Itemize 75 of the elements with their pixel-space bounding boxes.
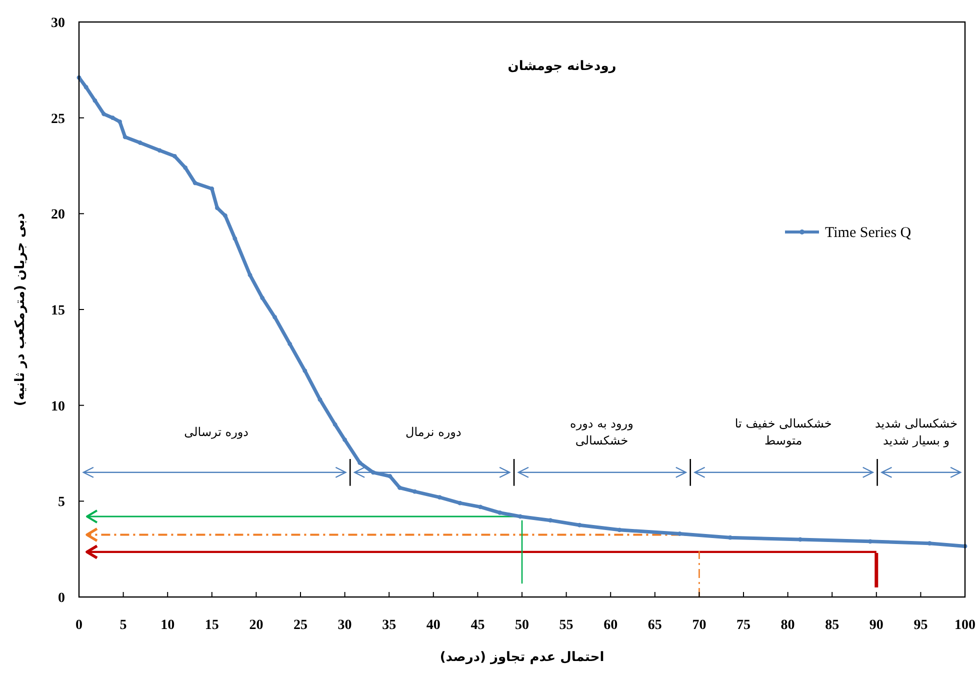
x-tick-label: 60 [604, 618, 618, 633]
x-tick-label: 15 [204, 618, 219, 633]
point [332, 422, 338, 427]
y-tick-label: 15 [51, 304, 65, 318]
y-tick-label: 20 [51, 208, 65, 223]
point [498, 510, 502, 515]
y-axis-title: دبی جریان (مترمکعب در ثانیه) [13, 212, 28, 406]
point [342, 438, 347, 442]
x-tick-label: 35 [382, 618, 396, 633]
point [288, 342, 292, 346]
x-tick-label: 25 [294, 618, 308, 633]
y-tick-label: 30 [51, 16, 65, 31]
y-tick-label: 25 [51, 112, 65, 127]
x-tick-label: 100 [954, 618, 976, 633]
x-tick-label: 30 [338, 618, 352, 633]
point [260, 296, 265, 300]
x-tick-label: 20 [249, 618, 264, 633]
annotation: خشکسالی شدید و بسیار شدید [874, 416, 958, 448]
point [478, 504, 483, 510]
point [118, 119, 122, 124]
x-tick-label: 45 [470, 618, 485, 633]
point [398, 486, 402, 490]
point [92, 98, 98, 103]
x-tick-label: 75 [736, 618, 750, 633]
annotation: دوره ترسالی [184, 425, 249, 440]
point [358, 460, 362, 466]
x-tick-label: 40 [426, 618, 440, 633]
point [222, 213, 228, 218]
point [458, 500, 462, 506]
point [215, 206, 220, 210]
y-tick-label: 0 [58, 591, 65, 606]
point [370, 470, 376, 475]
legend-label: Time Series Q [825, 225, 912, 241]
y-tick-label: 5 [58, 495, 65, 510]
point [157, 148, 162, 153]
point [84, 84, 88, 90]
point [728, 535, 732, 540]
point [388, 474, 392, 478]
point [548, 518, 553, 523]
x-tick-label: 10 [160, 618, 175, 633]
y-tick-label: 10 [51, 399, 65, 414]
x-tick-label: 65 [648, 618, 662, 633]
point [798, 537, 802, 542]
point [248, 272, 252, 278]
text: رودخانه جومشان [508, 59, 616, 74]
x-tick-label: 80 [780, 618, 795, 633]
x-tick-label: 0 [76, 618, 82, 633]
point [272, 314, 278, 320]
x-tick-label: 85 [825, 618, 840, 633]
point [232, 236, 238, 241]
point [102, 112, 106, 116]
point [437, 495, 442, 500]
point [210, 186, 214, 191]
point [138, 140, 142, 145]
annotation: خشکسالی خفیف تا متوسط [734, 416, 832, 448]
point [172, 154, 177, 158]
point [302, 368, 308, 374]
x-tick-label: 5 [120, 618, 127, 633]
point [318, 397, 322, 402]
point [412, 489, 417, 494]
point [192, 180, 198, 186]
x-tick-label: 55 [559, 618, 574, 633]
x-tick-label: 50 [515, 618, 529, 633]
annotation: ورود به دوره خشکسالی [570, 416, 634, 448]
point [868, 539, 872, 544]
x-tick-label: 95 [914, 618, 928, 633]
annotation: دوره نرمال [405, 425, 462, 440]
point [122, 134, 128, 140]
point [110, 116, 115, 120]
x-tick-label: 90 [869, 618, 884, 633]
point [518, 514, 522, 519]
x-tick-label: 70 [692, 618, 706, 633]
x-axis-title: احتمال عدم تجاوز (درصد) [440, 650, 604, 665]
point [183, 165, 188, 170]
point [678, 532, 682, 536]
